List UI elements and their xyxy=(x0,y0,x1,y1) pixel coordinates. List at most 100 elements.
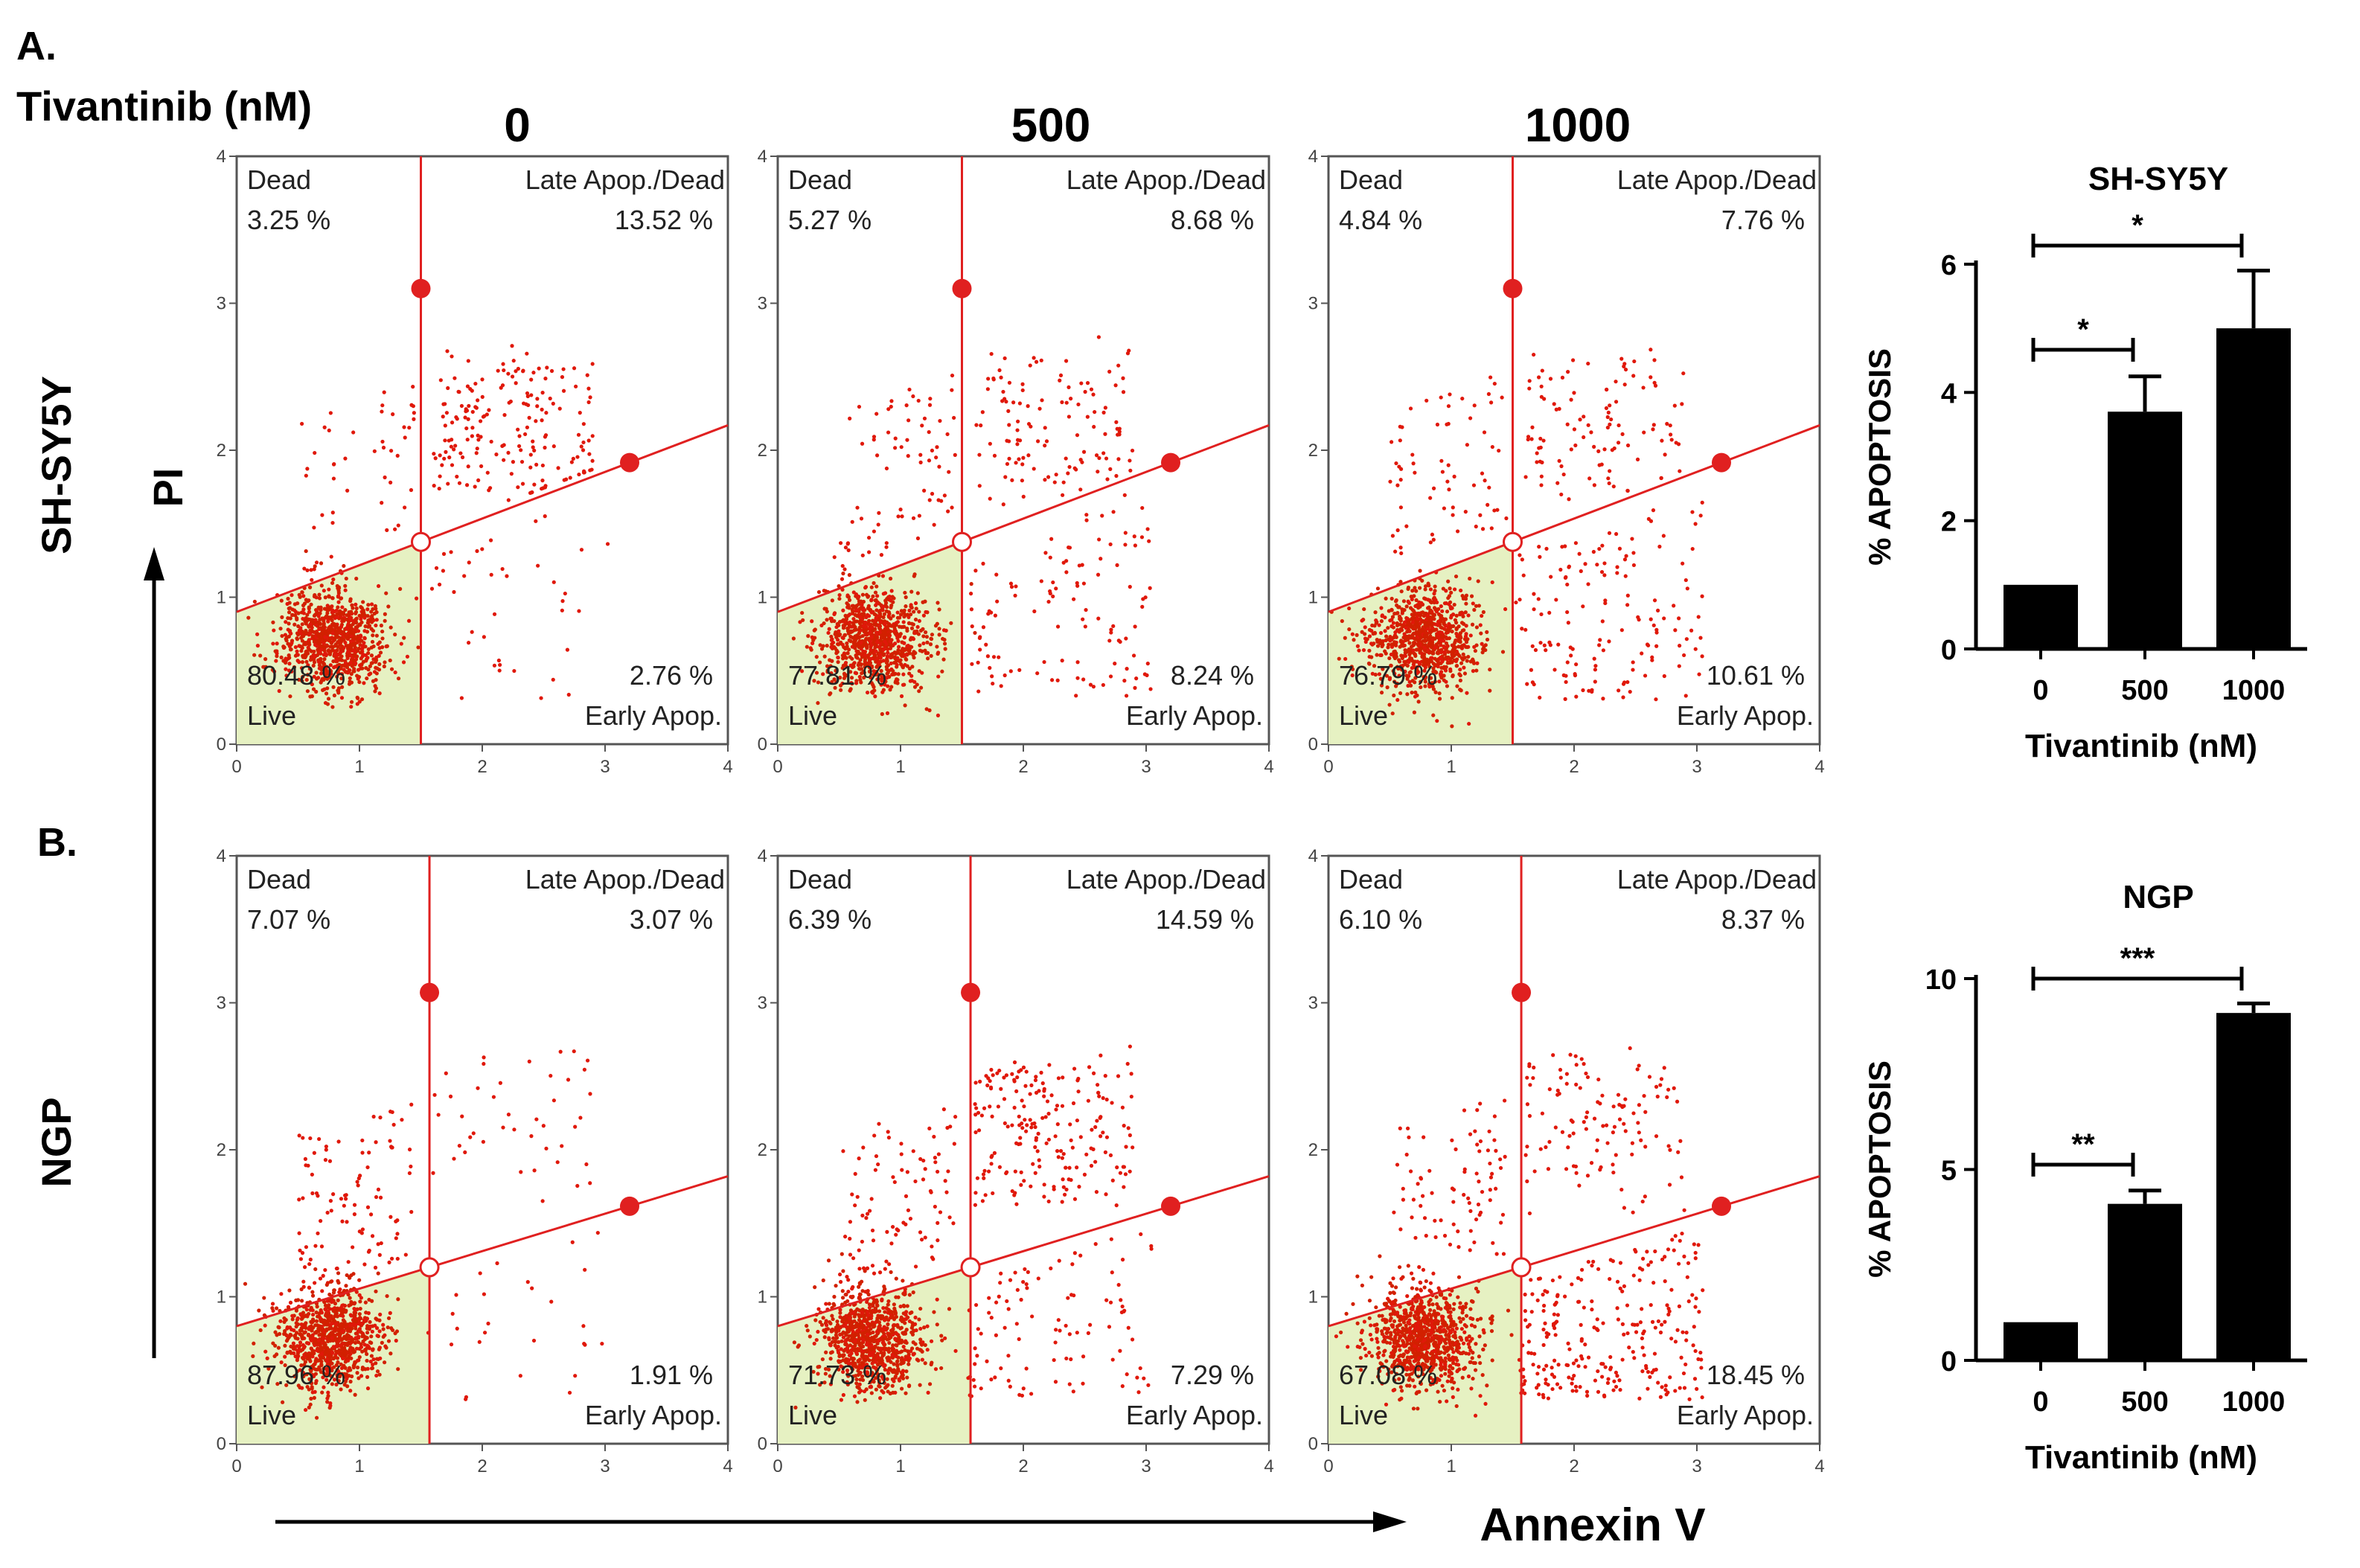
scatter-point xyxy=(1015,428,1019,432)
y-tick-label: 3 xyxy=(217,294,226,314)
scatter-point xyxy=(1491,580,1494,584)
scatter-point xyxy=(363,636,367,640)
scatter-point xyxy=(1631,374,1635,377)
scatter-point xyxy=(456,390,460,394)
scatter-point xyxy=(566,1078,570,1081)
scatter-point xyxy=(1103,432,1107,436)
scatter-point xyxy=(587,452,591,456)
scatter-point xyxy=(1126,351,1130,355)
scatter-point xyxy=(582,422,586,426)
scatter-point xyxy=(371,1357,375,1361)
scatter-point xyxy=(1423,646,1427,650)
scatter-point xyxy=(1486,503,1489,507)
scatter-point xyxy=(282,646,286,650)
scatter-point xyxy=(482,635,486,639)
scatter-point xyxy=(543,446,546,449)
scatter-point xyxy=(1657,545,1661,548)
scatter-point xyxy=(516,485,519,489)
scatter-point xyxy=(855,506,859,510)
scatter-point xyxy=(303,618,307,622)
scatter-point xyxy=(874,591,877,595)
scatter-point xyxy=(313,1244,317,1248)
scatter-point xyxy=(438,487,441,490)
scatter-point xyxy=(279,1292,283,1296)
scatter-point xyxy=(1463,671,1467,675)
scatter-point xyxy=(338,1344,342,1348)
scatter-point xyxy=(348,661,352,665)
scatter-point xyxy=(430,587,434,591)
scatter-point xyxy=(366,625,370,629)
scatter-point xyxy=(303,1265,307,1269)
late-apop-label: Late Apop./Dead xyxy=(525,864,725,895)
scatter-point xyxy=(1096,573,1100,577)
scatter-point xyxy=(894,437,898,441)
live-percent: 76.79 % xyxy=(1339,660,1437,691)
scatter-point xyxy=(934,1367,938,1371)
gate-center-handle xyxy=(412,533,430,551)
scatter-point xyxy=(1608,531,1611,535)
scatter-point xyxy=(368,1320,371,1324)
scatter-point xyxy=(336,645,340,649)
scatter-point xyxy=(885,609,889,613)
scatter-point xyxy=(846,603,850,607)
scatter-point xyxy=(531,440,534,444)
scatter-point xyxy=(336,636,339,639)
scatter-point xyxy=(472,1131,476,1135)
scatter-point xyxy=(330,521,334,525)
scatter-point xyxy=(292,623,296,627)
scatter-point xyxy=(588,395,592,399)
scatter-point xyxy=(345,644,349,648)
scatter-point xyxy=(1445,479,1449,483)
scatter-point xyxy=(1446,580,1450,583)
scatter-point xyxy=(306,1164,310,1168)
scatter-point xyxy=(910,606,914,609)
scatter-point xyxy=(905,644,909,648)
scatter-point xyxy=(1462,666,1465,670)
scatter-point xyxy=(463,1151,467,1154)
scatter-point xyxy=(1422,596,1426,600)
scatter-point xyxy=(1449,615,1453,619)
scatter-point xyxy=(577,609,581,612)
scatter-point xyxy=(395,1329,399,1333)
scatter-point xyxy=(443,438,447,442)
scatter-point xyxy=(1386,626,1390,630)
scatter-point xyxy=(452,1156,455,1160)
scatter-point xyxy=(1433,607,1437,611)
scatter-point xyxy=(1552,402,1556,406)
scatter-point xyxy=(937,465,941,469)
scatter-point xyxy=(1649,618,1653,621)
scatter-point xyxy=(900,609,904,612)
scatter-point xyxy=(328,1159,332,1163)
scatter-point xyxy=(271,621,275,624)
scatter-point xyxy=(994,614,997,618)
scatter-point xyxy=(371,1234,374,1238)
scatter-point xyxy=(1589,430,1593,434)
scatter-point xyxy=(291,1317,295,1321)
scatter-point xyxy=(992,655,996,659)
scatter-point xyxy=(926,651,930,655)
scatter-point xyxy=(903,591,906,595)
scatter-point xyxy=(1670,438,1674,441)
scatter-point xyxy=(439,378,443,382)
scatter-point xyxy=(365,1343,369,1347)
scatter-point xyxy=(1108,467,1112,471)
scatter-point xyxy=(333,622,336,626)
scatter-point xyxy=(350,604,354,607)
scatter-point xyxy=(1451,505,1455,509)
scatter-point xyxy=(369,1334,373,1338)
scatter-point xyxy=(315,1348,319,1352)
scatter-point xyxy=(1416,617,1419,621)
scatter-point xyxy=(919,686,923,690)
scatter-point xyxy=(1020,479,1024,482)
scatter-point xyxy=(838,633,842,636)
scatter-point xyxy=(364,1301,368,1305)
scatter-point xyxy=(359,1343,363,1346)
scatter-point xyxy=(371,1330,374,1334)
scatter-point xyxy=(1642,430,1646,434)
scatter-point xyxy=(393,633,397,636)
scatter-point xyxy=(1360,618,1363,622)
scatter-point xyxy=(501,1125,505,1129)
x-tick-label: 2 xyxy=(1018,757,1028,777)
scatter-point xyxy=(360,1151,364,1154)
